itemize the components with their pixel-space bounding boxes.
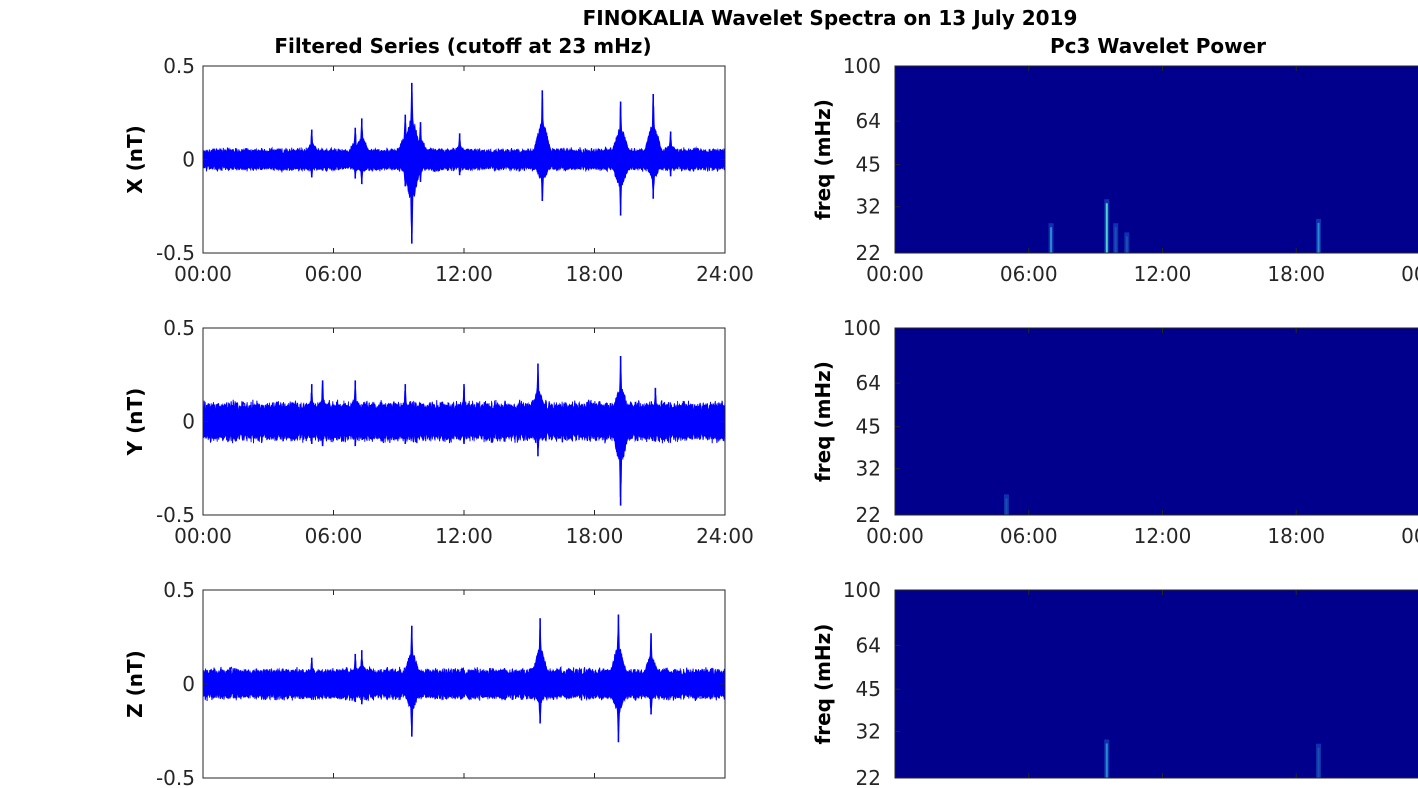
x-tick-label: 00:00 bbox=[866, 262, 924, 286]
heatmap-panel-3: 1006445322200:0006:0012:0018:0000:00freq… bbox=[811, 316, 1418, 548]
spectrogram-background bbox=[895, 66, 1418, 253]
y-tick-label: 45 bbox=[856, 677, 881, 701]
x-tick-label: 18:00 bbox=[1267, 524, 1325, 548]
y-tick-label: 22 bbox=[856, 503, 881, 527]
heatmap-panel-5: 100 64 45 32 22 freq (mHz) bbox=[811, 578, 1418, 788]
x-tick-label: 18:00 bbox=[1267, 262, 1325, 286]
x-tick-label: 00:00 bbox=[866, 524, 924, 548]
y-tick-label: 64 bbox=[856, 633, 881, 657]
x-tick-label: 06:00 bbox=[305, 262, 363, 286]
spectrogram-background bbox=[895, 328, 1418, 515]
x-tick-label: 18:00 bbox=[566, 262, 624, 286]
power-hotspot-core bbox=[1317, 747, 1320, 778]
x-tick-label: 00:00 bbox=[1401, 524, 1418, 548]
y-axis-label: freq (mHz) bbox=[811, 99, 835, 220]
x-tick-label: 00:00 bbox=[174, 524, 232, 548]
y-tick-label: -0.5 bbox=[156, 766, 195, 788]
heatmap-panel-1: 1006445322200:0006:0012:0018:0000:00freq… bbox=[811, 54, 1418, 286]
y-tick-label: 45 bbox=[856, 415, 881, 439]
y-axis-label: freq (mHz) bbox=[811, 624, 835, 745]
y-axis-label: Y (nT) bbox=[123, 388, 147, 457]
y-tick-label: 0 bbox=[182, 410, 195, 434]
y-tick-label: 100 bbox=[843, 54, 881, 78]
y-tick-label: 64 bbox=[856, 371, 881, 395]
y-tick-label: 100 bbox=[843, 578, 881, 602]
x-tick-label: 06:00 bbox=[1000, 262, 1058, 286]
x-tick-label: 12:00 bbox=[1134, 524, 1192, 548]
x-tick-label: 12:00 bbox=[1134, 262, 1192, 286]
left-column-title: Filtered Series (cutoff at 23 mHz) bbox=[274, 34, 651, 58]
spectrogram-background bbox=[895, 590, 1418, 778]
figure-title: FINOKALIA Wavelet Spectra on 13 July 201… bbox=[583, 6, 1078, 30]
x-tick-label: 06:00 bbox=[1000, 524, 1058, 548]
line-panel-2: 0.5 0 -0.500:00 06:00 12:00 18:00 24:00 Y (nT) bbox=[123, 316, 754, 548]
y-tick-label: 100 bbox=[843, 316, 881, 340]
y-axis-label: X (nT) bbox=[123, 125, 147, 194]
y-tick-label: 32 bbox=[856, 457, 881, 481]
y-tick-label: 64 bbox=[856, 109, 881, 133]
power-hotspot-core bbox=[1125, 236, 1128, 253]
x-tick-label: 00:00 bbox=[174, 262, 232, 286]
power-hotspot-core bbox=[1050, 227, 1053, 253]
y-tick-label: 0.5 bbox=[163, 316, 195, 340]
x-tick-label: 24:00 bbox=[696, 524, 754, 548]
y-tick-label: 32 bbox=[856, 719, 881, 743]
y-tick-label: 0.5 bbox=[163, 54, 195, 78]
y-axis-label: Z (nT) bbox=[123, 650, 147, 718]
x-tick-label: 12:00 bbox=[435, 262, 493, 286]
x-tick-label: 24:00 bbox=[696, 262, 754, 286]
x-tick-label: 06:00 bbox=[305, 524, 363, 548]
y-tick-label: 0 bbox=[182, 148, 195, 172]
y-tick-label: -0.5 bbox=[156, 241, 195, 265]
y-tick-label: 45 bbox=[856, 153, 881, 177]
power-hotspot-core bbox=[1105, 203, 1108, 253]
right-column-title: Pc3 Wavelet Power bbox=[1050, 34, 1266, 58]
y-axis-label: freq (mHz) bbox=[811, 361, 835, 482]
power-hotspot-core bbox=[1105, 743, 1108, 778]
signal-trace bbox=[202, 665, 726, 703]
x-tick-label: 12:00 bbox=[435, 524, 493, 548]
y-tick-label: 22 bbox=[856, 766, 881, 788]
x-tick-label: 18:00 bbox=[566, 524, 624, 548]
y-tick-label: 0 bbox=[182, 672, 195, 696]
line-panel-0: 0.5 0 -0.500:00 06:00 12:00 18:00 24:00 X (nT) bbox=[123, 54, 754, 286]
y-tick-label: 32 bbox=[856, 195, 881, 219]
power-hotspot-core bbox=[1114, 227, 1117, 253]
y-tick-label: 0.5 bbox=[163, 578, 195, 602]
power-hotspot-core bbox=[1317, 222, 1320, 253]
y-tick-label: -0.5 bbox=[156, 503, 195, 527]
x-tick-label: 00:00 bbox=[1401, 262, 1418, 286]
y-tick-label: 22 bbox=[856, 241, 881, 265]
signal-trace bbox=[202, 146, 726, 174]
power-hotspot-core bbox=[1005, 498, 1008, 515]
